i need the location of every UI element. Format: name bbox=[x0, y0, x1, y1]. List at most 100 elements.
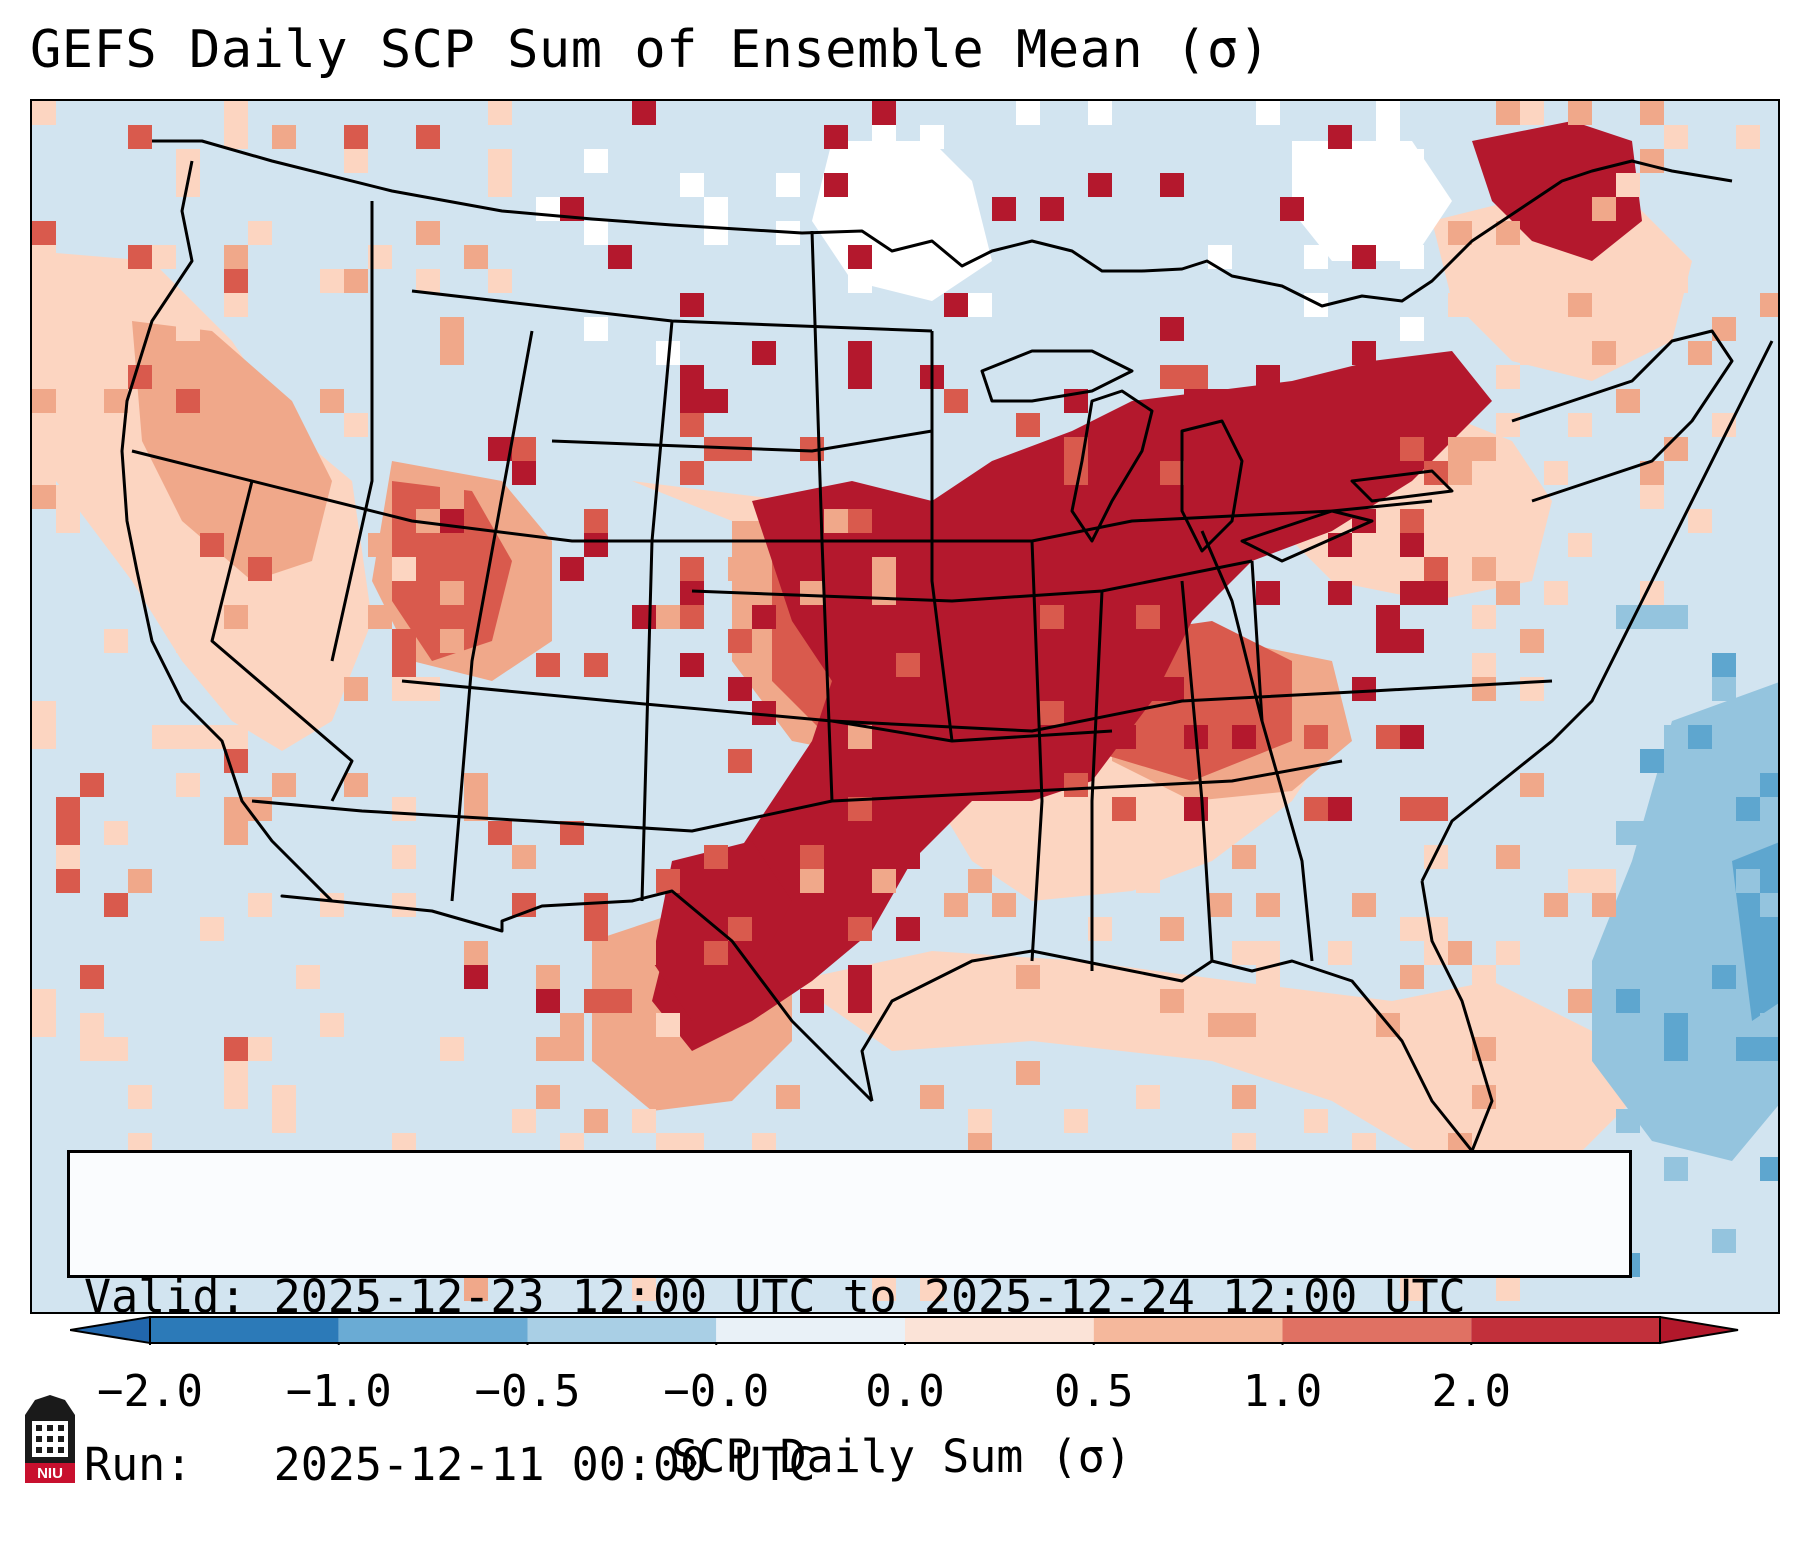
scp-grid-cell bbox=[728, 869, 752, 893]
scp-grid-cell bbox=[992, 629, 1016, 653]
scp-grid-cell bbox=[1640, 605, 1664, 629]
scp-grid-cell bbox=[248, 221, 272, 245]
scp-grid-cell bbox=[752, 605, 776, 629]
scp-grid-cell bbox=[296, 965, 320, 989]
scp-grid-cell bbox=[944, 893, 968, 917]
scp-grid-cell bbox=[416, 125, 440, 149]
scp-grid-cell bbox=[1112, 557, 1136, 581]
scp-grid-cell bbox=[1160, 677, 1184, 701]
scp-grid-cell bbox=[1400, 917, 1424, 941]
colorbar-tick-label: −2.0 bbox=[97, 1366, 203, 1417]
scp-grid-cell bbox=[1088, 101, 1112, 125]
scp-grid-cell bbox=[1688, 509, 1712, 533]
scp-map bbox=[32, 101, 1778, 1312]
scp-grid-cell bbox=[1208, 485, 1232, 509]
scp-grid-cell bbox=[728, 629, 752, 653]
scp-grid-cell bbox=[344, 413, 368, 437]
scp-grid-cell bbox=[1328, 941, 1352, 965]
scp-grid-cell bbox=[1208, 893, 1232, 917]
scp-grid-cell bbox=[1160, 317, 1184, 341]
scp-grid-cell bbox=[1280, 197, 1304, 221]
scp-grid-cell bbox=[848, 965, 872, 989]
scp-grid-cell bbox=[680, 389, 704, 413]
scp-grid-cell bbox=[440, 509, 464, 533]
scp-grid-cell bbox=[320, 893, 344, 917]
scp-grid-cell bbox=[1352, 341, 1376, 365]
scp-grid-cell bbox=[1184, 365, 1208, 389]
scp-grid-cell bbox=[800, 845, 824, 869]
scp-grid-cell bbox=[1472, 1085, 1496, 1109]
scp-grid-cell bbox=[1760, 1037, 1778, 1061]
scp-grid-cell bbox=[536, 653, 560, 677]
scp-grid-cell bbox=[1304, 1109, 1328, 1133]
scp-grid-cell bbox=[488, 269, 512, 293]
scp-grid-cell bbox=[1136, 581, 1160, 605]
scp-grid-cell bbox=[728, 749, 752, 773]
scp-grid-cell bbox=[1736, 797, 1760, 821]
scp-grid-cell bbox=[560, 1037, 584, 1061]
scp-grid-cell bbox=[896, 845, 920, 869]
scp-grid-cell bbox=[776, 1085, 800, 1109]
scp-grid-cell bbox=[1016, 413, 1040, 437]
scp-grid-cell bbox=[704, 389, 728, 413]
colorbar-bin bbox=[716, 1317, 905, 1343]
state-line-v3 bbox=[450, 330, 534, 902]
scp-grid-cell bbox=[584, 653, 608, 677]
run-line: Run: 2025-12-11 00:00 UTC bbox=[84, 1437, 1629, 1493]
colorbar-extend-high bbox=[1659, 1315, 1739, 1345]
scp-grid-cell bbox=[1568, 869, 1592, 893]
scp-grid-cell bbox=[440, 341, 464, 365]
scp-field-patch bbox=[132, 321, 332, 581]
scp-grid-cell bbox=[32, 701, 56, 725]
scp-grid-cell bbox=[1616, 821, 1640, 845]
scp-grid-cell bbox=[1712, 653, 1736, 677]
run-label: Run: bbox=[84, 1438, 193, 1491]
scp-grid-cell bbox=[872, 557, 896, 581]
scp-grid-cell bbox=[1016, 965, 1040, 989]
scp-grid-cell bbox=[944, 389, 968, 413]
scp-grid-cell bbox=[824, 173, 848, 197]
scp-grid-cell bbox=[1232, 1085, 1256, 1109]
scp-grid-cell bbox=[320, 629, 344, 653]
scp-grid-cell bbox=[344, 773, 368, 797]
state-line-v6 bbox=[930, 331, 954, 742]
scp-grid-cell bbox=[704, 221, 728, 245]
colorbar-tick-label: −1.0 bbox=[285, 1366, 392, 1417]
scp-grid-cell bbox=[176, 317, 200, 341]
scp-grid-cell bbox=[1496, 581, 1520, 605]
scp-grid-cell bbox=[272, 125, 296, 149]
scp-grid-cell bbox=[56, 509, 80, 533]
scp-grid-cell bbox=[32, 485, 56, 509]
scp-grid-cell bbox=[248, 893, 272, 917]
scp-grid-cell bbox=[488, 149, 512, 173]
scp-grid-cell bbox=[1664, 1013, 1688, 1037]
scp-grid-cell bbox=[56, 869, 80, 893]
scp-grid-cell bbox=[1712, 965, 1736, 989]
scp-grid-cell bbox=[680, 557, 704, 581]
scp-grid-cell bbox=[1208, 389, 1232, 413]
scp-grid-cell bbox=[848, 269, 872, 293]
scp-grid-cell bbox=[1520, 629, 1544, 653]
scp-grid-cell bbox=[320, 389, 344, 413]
scp-grid-cell bbox=[464, 1277, 488, 1301]
scp-grid-cell bbox=[1232, 725, 1256, 749]
scp-grid-cell bbox=[1064, 677, 1088, 701]
scp-grid-cell bbox=[680, 293, 704, 317]
colorbar-tick-label: 0.0 bbox=[865, 1366, 945, 1417]
scp-grid-cell bbox=[1544, 581, 1568, 605]
scp-grid-cell bbox=[1400, 533, 1424, 557]
scp-grid-cell bbox=[1160, 821, 1184, 845]
scp-grid-cell bbox=[968, 293, 992, 317]
scp-grid-cell bbox=[1184, 437, 1208, 461]
scp-grid-cell bbox=[1424, 845, 1448, 869]
scp-grid-cell bbox=[512, 845, 536, 869]
scp-grid-cell bbox=[464, 965, 488, 989]
scp-grid-cell bbox=[1400, 509, 1424, 533]
scp-grid-cell bbox=[968, 869, 992, 893]
scp-grid-cell bbox=[1064, 461, 1088, 485]
scp-grid-cell bbox=[632, 101, 656, 125]
scp-grid-cell bbox=[536, 1085, 560, 1109]
scp-grid-cell bbox=[488, 821, 512, 845]
scp-grid-cell bbox=[488, 101, 512, 125]
scp-grid-cell bbox=[104, 821, 128, 845]
